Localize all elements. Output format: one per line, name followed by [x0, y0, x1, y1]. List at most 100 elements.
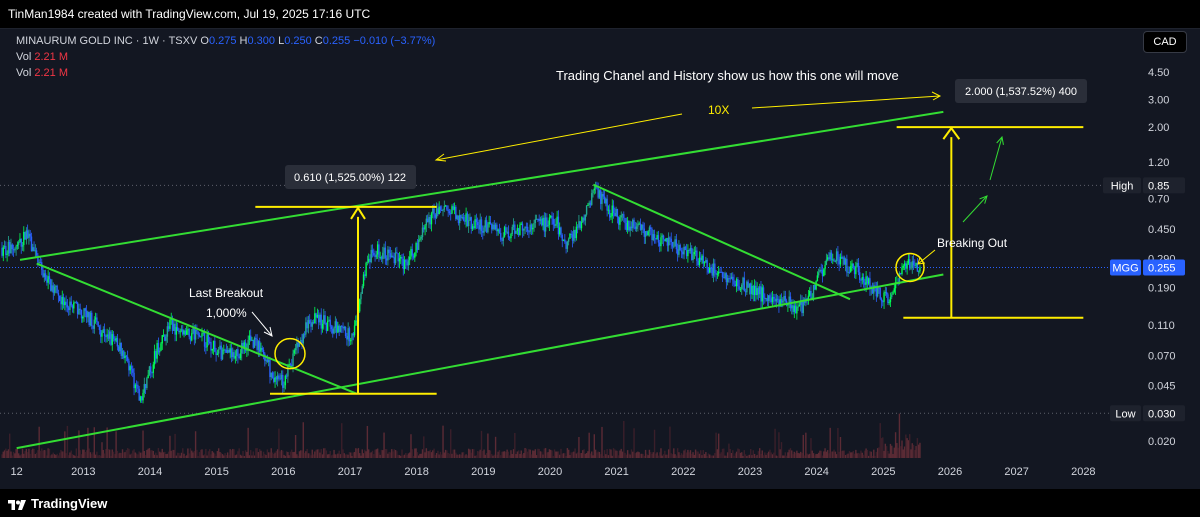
- candle-body: [621, 214, 624, 216]
- volume-bar: [314, 451, 316, 458]
- chart-legend: MINAURUM GOLD INC · 1W · TSXV O0.275 H0.…: [16, 33, 435, 81]
- volume-bar: [102, 449, 104, 458]
- volume-bar: [524, 448, 526, 458]
- volume-bar: [179, 455, 181, 458]
- candle-body: [89, 312, 92, 326]
- candle-body: [703, 262, 706, 264]
- candle-body: [48, 276, 51, 280]
- candle-body: [687, 250, 689, 257]
- volume-bar: [547, 452, 549, 458]
- volume-bar: [576, 452, 579, 458]
- trendline-channel-upper[interactable]: [19, 110, 944, 261]
- candle-body: [755, 285, 757, 296]
- volume-bar: [438, 454, 440, 458]
- trendline-channel-lower[interactable]: [16, 273, 944, 450]
- volume-bar: [279, 451, 281, 458]
- candle-body: [143, 384, 146, 393]
- volume-bar: [688, 452, 690, 458]
- candle-body: [803, 301, 806, 303]
- candle-body: [16, 244, 19, 247]
- candle-body: [748, 283, 751, 288]
- candle-body: [87, 312, 89, 318]
- y-axis-tick-label: 2.00: [1148, 122, 1169, 134]
- trendline-new-downtrend[interactable]: [592, 183, 851, 301]
- candle-body: [389, 253, 392, 258]
- candle-body: [488, 222, 490, 225]
- volume-bar: [178, 452, 180, 458]
- volume-bar: [305, 451, 307, 458]
- currency-button[interactable]: CAD: [1143, 31, 1187, 53]
- volume-bar: [905, 434, 907, 458]
- candle-body: [33, 247, 35, 252]
- candle-body: [750, 283, 752, 295]
- candle-body: [665, 238, 667, 242]
- volume-bar: [47, 448, 49, 458]
- candle-body: [476, 222, 479, 226]
- volume-bar: [469, 449, 471, 458]
- volume-bar: [161, 448, 163, 458]
- candle-body: [496, 224, 498, 232]
- volume-bar: [596, 452, 598, 458]
- tradingview-logo[interactable]: TradingView: [8, 496, 107, 511]
- candle-body: [217, 349, 220, 354]
- candle-body: [784, 295, 787, 301]
- volume-bar: [830, 451, 833, 458]
- candle-body: [88, 312, 90, 326]
- volume-bar: [888, 453, 890, 458]
- target-info-box[interactable]: [955, 79, 1087, 103]
- volume-bar: [329, 451, 331, 458]
- volume-bar: [685, 452, 688, 458]
- volume-bar: [30, 449, 33, 458]
- candle-body: [65, 301, 67, 305]
- candle-body: [766, 298, 769, 302]
- volume-bar: [434, 454, 437, 458]
- candle-body: [384, 247, 387, 259]
- volume-bar: [816, 453, 819, 458]
- volume-bar: [100, 455, 102, 458]
- volume-bar: [289, 451, 292, 458]
- candle-body: [774, 298, 776, 302]
- volume-bar: [83, 449, 85, 458]
- volume-bar: [153, 454, 156, 458]
- candle-body: [373, 252, 375, 256]
- volume-bar: [520, 450, 522, 458]
- candle-body: [608, 209, 611, 218]
- breakout-circle-2025[interactable]: [895, 252, 925, 283]
- volume-bar: [882, 437, 884, 458]
- volume-bar: [333, 449, 335, 458]
- candle-body: [120, 342, 122, 356]
- volume-bar: [193, 450, 196, 458]
- trendline-old-downtrend[interactable]: [36, 262, 358, 395]
- candle-body: [47, 276, 49, 283]
- volume-bar: [433, 448, 435, 458]
- volume-bar: [39, 450, 42, 458]
- first-move-info-box[interactable]: [285, 165, 416, 189]
- candle-body: [346, 336, 348, 340]
- candle-body: [585, 205, 588, 215]
- x-axis-tick-label: 2025: [871, 466, 895, 478]
- y-axis-tick-label: 0.70: [1148, 194, 1169, 206]
- ten-x-annotation: 10X: [708, 103, 729, 117]
- volume-bar: [589, 453, 592, 458]
- symbol-name[interactable]: MINAURUM GOLD INC · 1W · TSXV: [16, 35, 198, 47]
- price-tag-label: High: [1111, 180, 1134, 192]
- volume-bar: [50, 455, 52, 458]
- candle-body: [664, 239, 666, 242]
- candle-body: [307, 320, 310, 329]
- breakout-circle-2016[interactable]: [274, 337, 306, 370]
- candle-body: [816, 275, 819, 282]
- x-axis-tick-label: 2022: [671, 466, 695, 478]
- volume-bar: [298, 451, 301, 458]
- volume-bar: [226, 452, 229, 458]
- volume-bar: [523, 453, 525, 458]
- candle-body: [625, 223, 628, 230]
- candle-body: [648, 227, 651, 232]
- candle-body: [430, 213, 433, 225]
- volume-bar: [526, 451, 529, 458]
- candle-body: [125, 355, 128, 357]
- candle-body: [762, 287, 765, 298]
- candle-body: [735, 279, 738, 287]
- volume-bar: [125, 450, 128, 458]
- candle-body: [697, 260, 699, 265]
